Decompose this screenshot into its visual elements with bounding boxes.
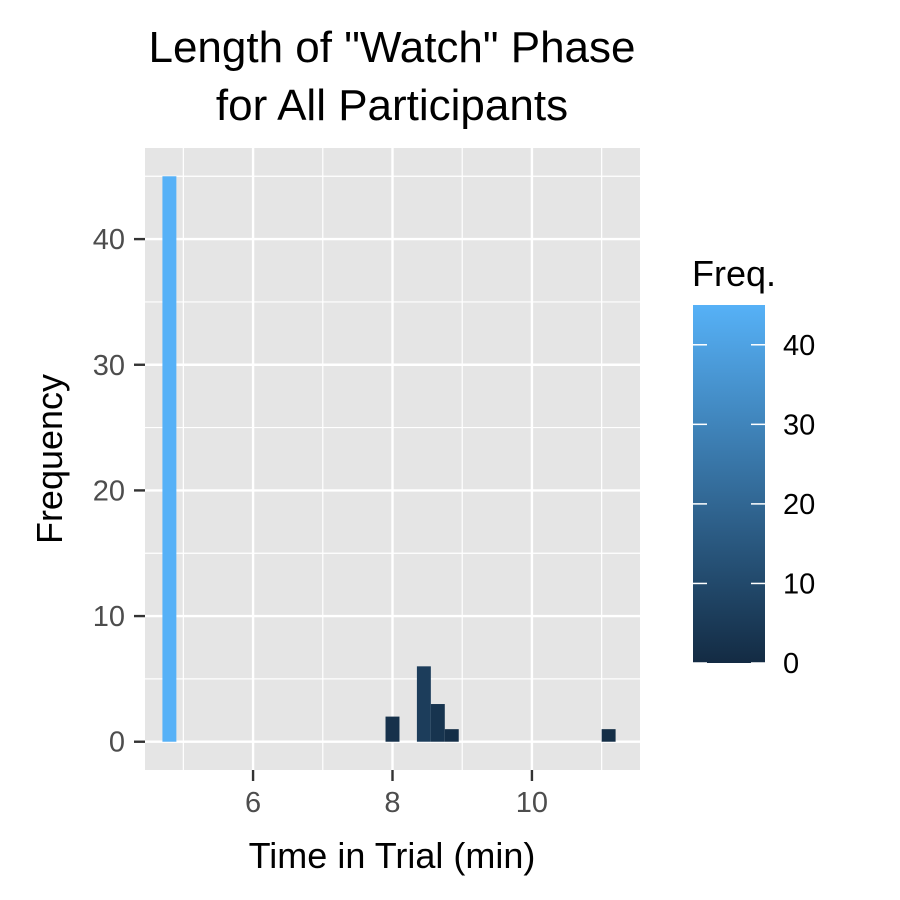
color-legend: Freq. 0 10 20 30 40	[692, 253, 815, 680]
histogram-bar	[416, 666, 431, 742]
y-tick-label: 40	[93, 224, 125, 256]
histogram-bar	[444, 729, 459, 742]
y-tick-label: 20	[93, 475, 125, 507]
y-tick-label: 0	[109, 727, 125, 759]
y-axis-title: Frequency	[29, 374, 70, 544]
y-tick-label: 30	[93, 350, 125, 382]
major-gridlines	[145, 148, 640, 770]
histogram-bar	[601, 729, 616, 742]
legend-tick-label: 20	[783, 489, 815, 521]
y-axis: 0 10 20 30 40	[93, 224, 145, 759]
legend-tick-label: 10	[783, 568, 815, 600]
legend-colorbar	[693, 305, 765, 663]
chart-title-line-2: for All Participants	[216, 81, 568, 130]
legend-tick-label: 30	[783, 409, 815, 441]
legend-tick-label: 40	[783, 330, 815, 362]
histogram-bar	[385, 716, 400, 742]
x-tick-label: 6	[245, 787, 261, 819]
chart-title-line-1: Length of "Watch" Phase	[148, 23, 635, 72]
x-tick-label: 10	[516, 787, 548, 819]
y-tick-label: 10	[93, 601, 125, 633]
legend-title: Freq.	[692, 253, 776, 294]
histogram-bar	[162, 176, 177, 742]
histogram-bar	[430, 704, 445, 742]
histogram-bars	[162, 176, 616, 742]
legend-tick-label: 0	[783, 648, 799, 680]
legend-ticks: 0 10 20 30 40	[693, 330, 815, 680]
x-axis-title: Time in Trial (min)	[249, 835, 536, 876]
x-axis: 6 8 10	[245, 770, 548, 819]
x-tick-label: 8	[384, 787, 400, 819]
chart-title: Length of "Watch" Phase for All Particip…	[148, 23, 635, 130]
